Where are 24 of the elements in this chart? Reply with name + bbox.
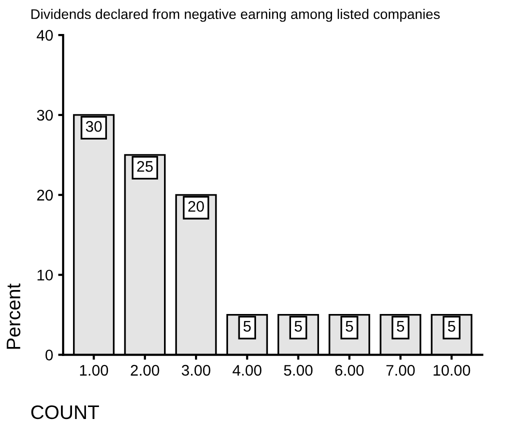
- data-label: 5: [448, 321, 456, 332]
- x-tick-label: 5.00: [284, 364, 313, 376]
- x-tick-label: 7.00: [386, 364, 415, 376]
- y-axis-title: Percent: [6, 284, 20, 349]
- data-label: 25: [137, 161, 153, 172]
- y-tick-label: 40: [36, 30, 53, 41]
- data-label: 30: [86, 121, 102, 132]
- x-tick-label: 2.00: [130, 364, 160, 376]
- x-tick-label: 6.00: [335, 364, 364, 376]
- y-tick-label: 10: [38, 270, 53, 281]
- chart-title: Dividends declared from negative earning among listed companies: [31, 8, 440, 22]
- y-tick-label: 20: [37, 190, 53, 201]
- x-axis-title: COUNT: [31, 405, 99, 420]
- x-tick-label: 4.00: [232, 364, 262, 376]
- x-tick-label: 1.00: [80, 364, 108, 376]
- x-tick-label: 10.00: [434, 364, 470, 376]
- x-tick-label: 3.00: [182, 364, 210, 376]
- y-tick-label: 0: [46, 350, 53, 360]
- y-tick-label: 30: [36, 110, 53, 121]
- data-label: 5: [294, 321, 302, 332]
- data-label: 5: [396, 321, 404, 332]
- data-label: 20: [188, 200, 204, 212]
- data-label: 5: [244, 321, 251, 332]
- data-label: 5: [346, 321, 353, 332]
